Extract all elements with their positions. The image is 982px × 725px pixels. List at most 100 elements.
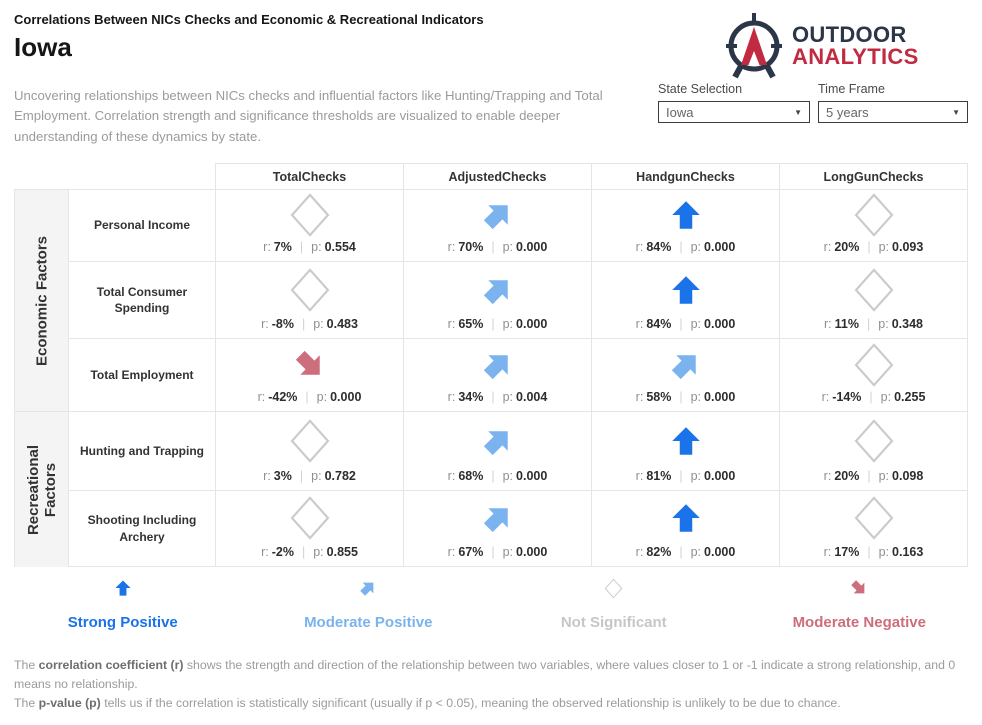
correlation-cell[interactable]: r: 65% | p: 0.000 [403,261,591,338]
correlation-stats: r: 20% | p: 0.093 [823,240,924,254]
correlation-icon [851,267,897,313]
correlation-icon [287,192,333,238]
time-frame-dropdown[interactable]: 5 years ▼ [818,101,968,123]
state-selection-label: State Selection [658,82,743,96]
legend-item-not-significant[interactable]: Not Significant [491,576,737,631]
correlation-cell[interactable]: r: 58% | p: 0.000 [591,338,779,411]
legend-label: Moderate Positive [304,614,433,631]
correlation-icon [287,267,333,313]
arrow-icon [483,205,508,230]
diamond-icon [854,193,893,237]
correlation-cell[interactable]: r: 68% | p: 0.000 [403,411,591,490]
row-label-personal-income: Personal Income [68,189,215,261]
correlation-cell[interactable]: r: 20% | p: 0.098 [779,411,968,490]
footnote-correlation: The correlation coefficient (r) shows th… [14,658,956,692]
arrow-icon [483,430,508,455]
correlation-cell[interactable]: r: -2% | p: 0.855 [215,490,403,567]
diamond-icon [854,418,893,463]
correlation-cell[interactable]: r: 84% | p: 0.000 [591,261,779,338]
legend-label: Strong Positive [67,614,178,631]
correlation-stats: r: -2% | p: 0.855 [261,545,358,559]
correlation-cell[interactable]: r: -8% | p: 0.483 [215,261,403,338]
correlation-icon [478,195,518,235]
outdoor-analytics-logo: OUTDOOR ANALYTICS [722,10,919,82]
not-significant-diamond-icon [603,576,624,600]
legend-label: Moderate Negative [792,614,926,631]
correlation-stats: r: 20% | p: 0.098 [823,469,924,483]
row-label-hunting-and-trapping: Hunting and Trapping [68,411,215,490]
group-label-economic-factors: Economic Factors [32,235,50,366]
arrow-icon [360,582,374,596]
diamond-icon [604,578,623,598]
correlation-icon [666,498,706,538]
time-frame-filter: Time Frame 5 years ▼ [818,82,968,123]
footnote-pvalue: The p-value (p) tells us if the correlat… [14,696,841,711]
group-label-recreational-factors: Recreational Factors [24,444,59,535]
logo-line-2: ANALYTICS [792,44,919,69]
correlation-cell[interactable]: r: 67% | p: 0.000 [403,490,591,567]
correlation-stats: r: 58% | p: 0.000 [635,390,736,404]
legend-item-moderate-positive[interactable]: Moderate Positive [246,576,492,631]
correlation-stats: r: 11% | p: 0.348 [824,317,923,331]
arrow-icon [671,275,700,304]
legend-label: Not Significant [560,614,667,631]
correlation-icon [287,495,333,541]
arrow-icon [115,580,131,596]
arrow-icon [671,504,700,532]
page-title: Correlations Between NICs Checks and Eco… [14,12,484,27]
correlation-icon [851,342,897,388]
correlation-cell[interactable]: r: 84% | p: 0.000 [591,189,779,261]
correlation-icon [851,192,897,238]
correlation-stats: r: 7% | p: 0.554 [263,240,356,254]
compass-logo-icon [726,13,782,79]
row-label-total-employment: Total Employment [68,338,215,411]
row-label-total-consumer-spending: Total Consumer Spending [68,261,215,338]
diamond-icon [290,418,329,463]
correlation-cell[interactable]: r: -42% | p: 0.000 [215,338,403,411]
correlation-stats: r: 84% | p: 0.000 [635,317,736,331]
diamond-icon [854,267,893,312]
column-header-handgunchecks: HandgunChecks [591,163,779,189]
logo-wordmark: OUTDOOR ANALYTICS [792,24,919,67]
time-frame-label: Time Frame [818,82,885,96]
correlation-cell[interactable]: r: 11% | p: 0.348 [779,261,968,338]
arrow-icon [295,350,320,375]
correlation-stats: r: 81% | p: 0.000 [635,469,736,483]
group-band-recreational-factors: Recreational Factors [14,411,68,567]
correlation-stats: r: 67% | p: 0.000 [447,545,548,559]
correlation-stats: r: -42% | p: 0.000 [257,390,362,404]
state-heading: Iowa [14,32,72,62]
legend: Strong Positive Moderate Positive Not Si… [0,576,982,631]
correlation-cell[interactable]: r: 20% | p: 0.093 [779,189,968,261]
state-selection-dropdown[interactable]: Iowa ▼ [658,101,810,123]
row-label-shooting-including-archery: Shooting Including Archery [68,490,215,567]
group-band-economic-factors: Economic Factors [14,189,68,411]
logo-line-1: OUTDOOR [792,22,907,48]
state-selection-value: Iowa [666,104,694,120]
time-frame-value: 5 years [826,104,869,120]
moderate-negative-arrow-icon [848,576,870,600]
correlation-cell[interactable]: r: 34% | p: 0.004 [403,338,591,411]
state-selection-filter: State Selection Iowa ▼ [658,82,810,123]
correlation-cell[interactable]: r: 82% | p: 0.000 [591,490,779,567]
legend-item-moderate-negative[interactable]: Moderate Negative [737,576,982,631]
correlation-cell[interactable]: r: 3% | p: 0.782 [215,411,403,490]
correlation-stats: r: -8% | p: 0.483 [261,317,358,331]
correlation-cell[interactable]: r: 81% | p: 0.000 [591,411,779,490]
arrow-icon [483,354,508,379]
correlation-icon [666,345,706,385]
description-text: Uncovering relationships between NICs ch… [14,88,603,144]
correlation-stats: r: 84% | p: 0.000 [635,240,736,254]
arrow-icon [671,201,700,229]
correlation-cell[interactable]: r: -14% | p: 0.255 [779,338,968,411]
correlation-icon [666,421,706,461]
strong-positive-arrow-icon [112,576,134,600]
correlation-cell[interactable]: r: 17% | p: 0.163 [779,490,968,567]
chevron-down-icon: ▼ [952,107,960,117]
correlation-icon [290,345,330,385]
correlation-cell[interactable]: r: 7% | p: 0.554 [215,189,403,261]
legend-item-strong-positive[interactable]: Strong Positive [0,576,246,631]
correlation-cell[interactable]: r: 70% | p: 0.000 [403,189,591,261]
correlation-icon [478,498,518,538]
